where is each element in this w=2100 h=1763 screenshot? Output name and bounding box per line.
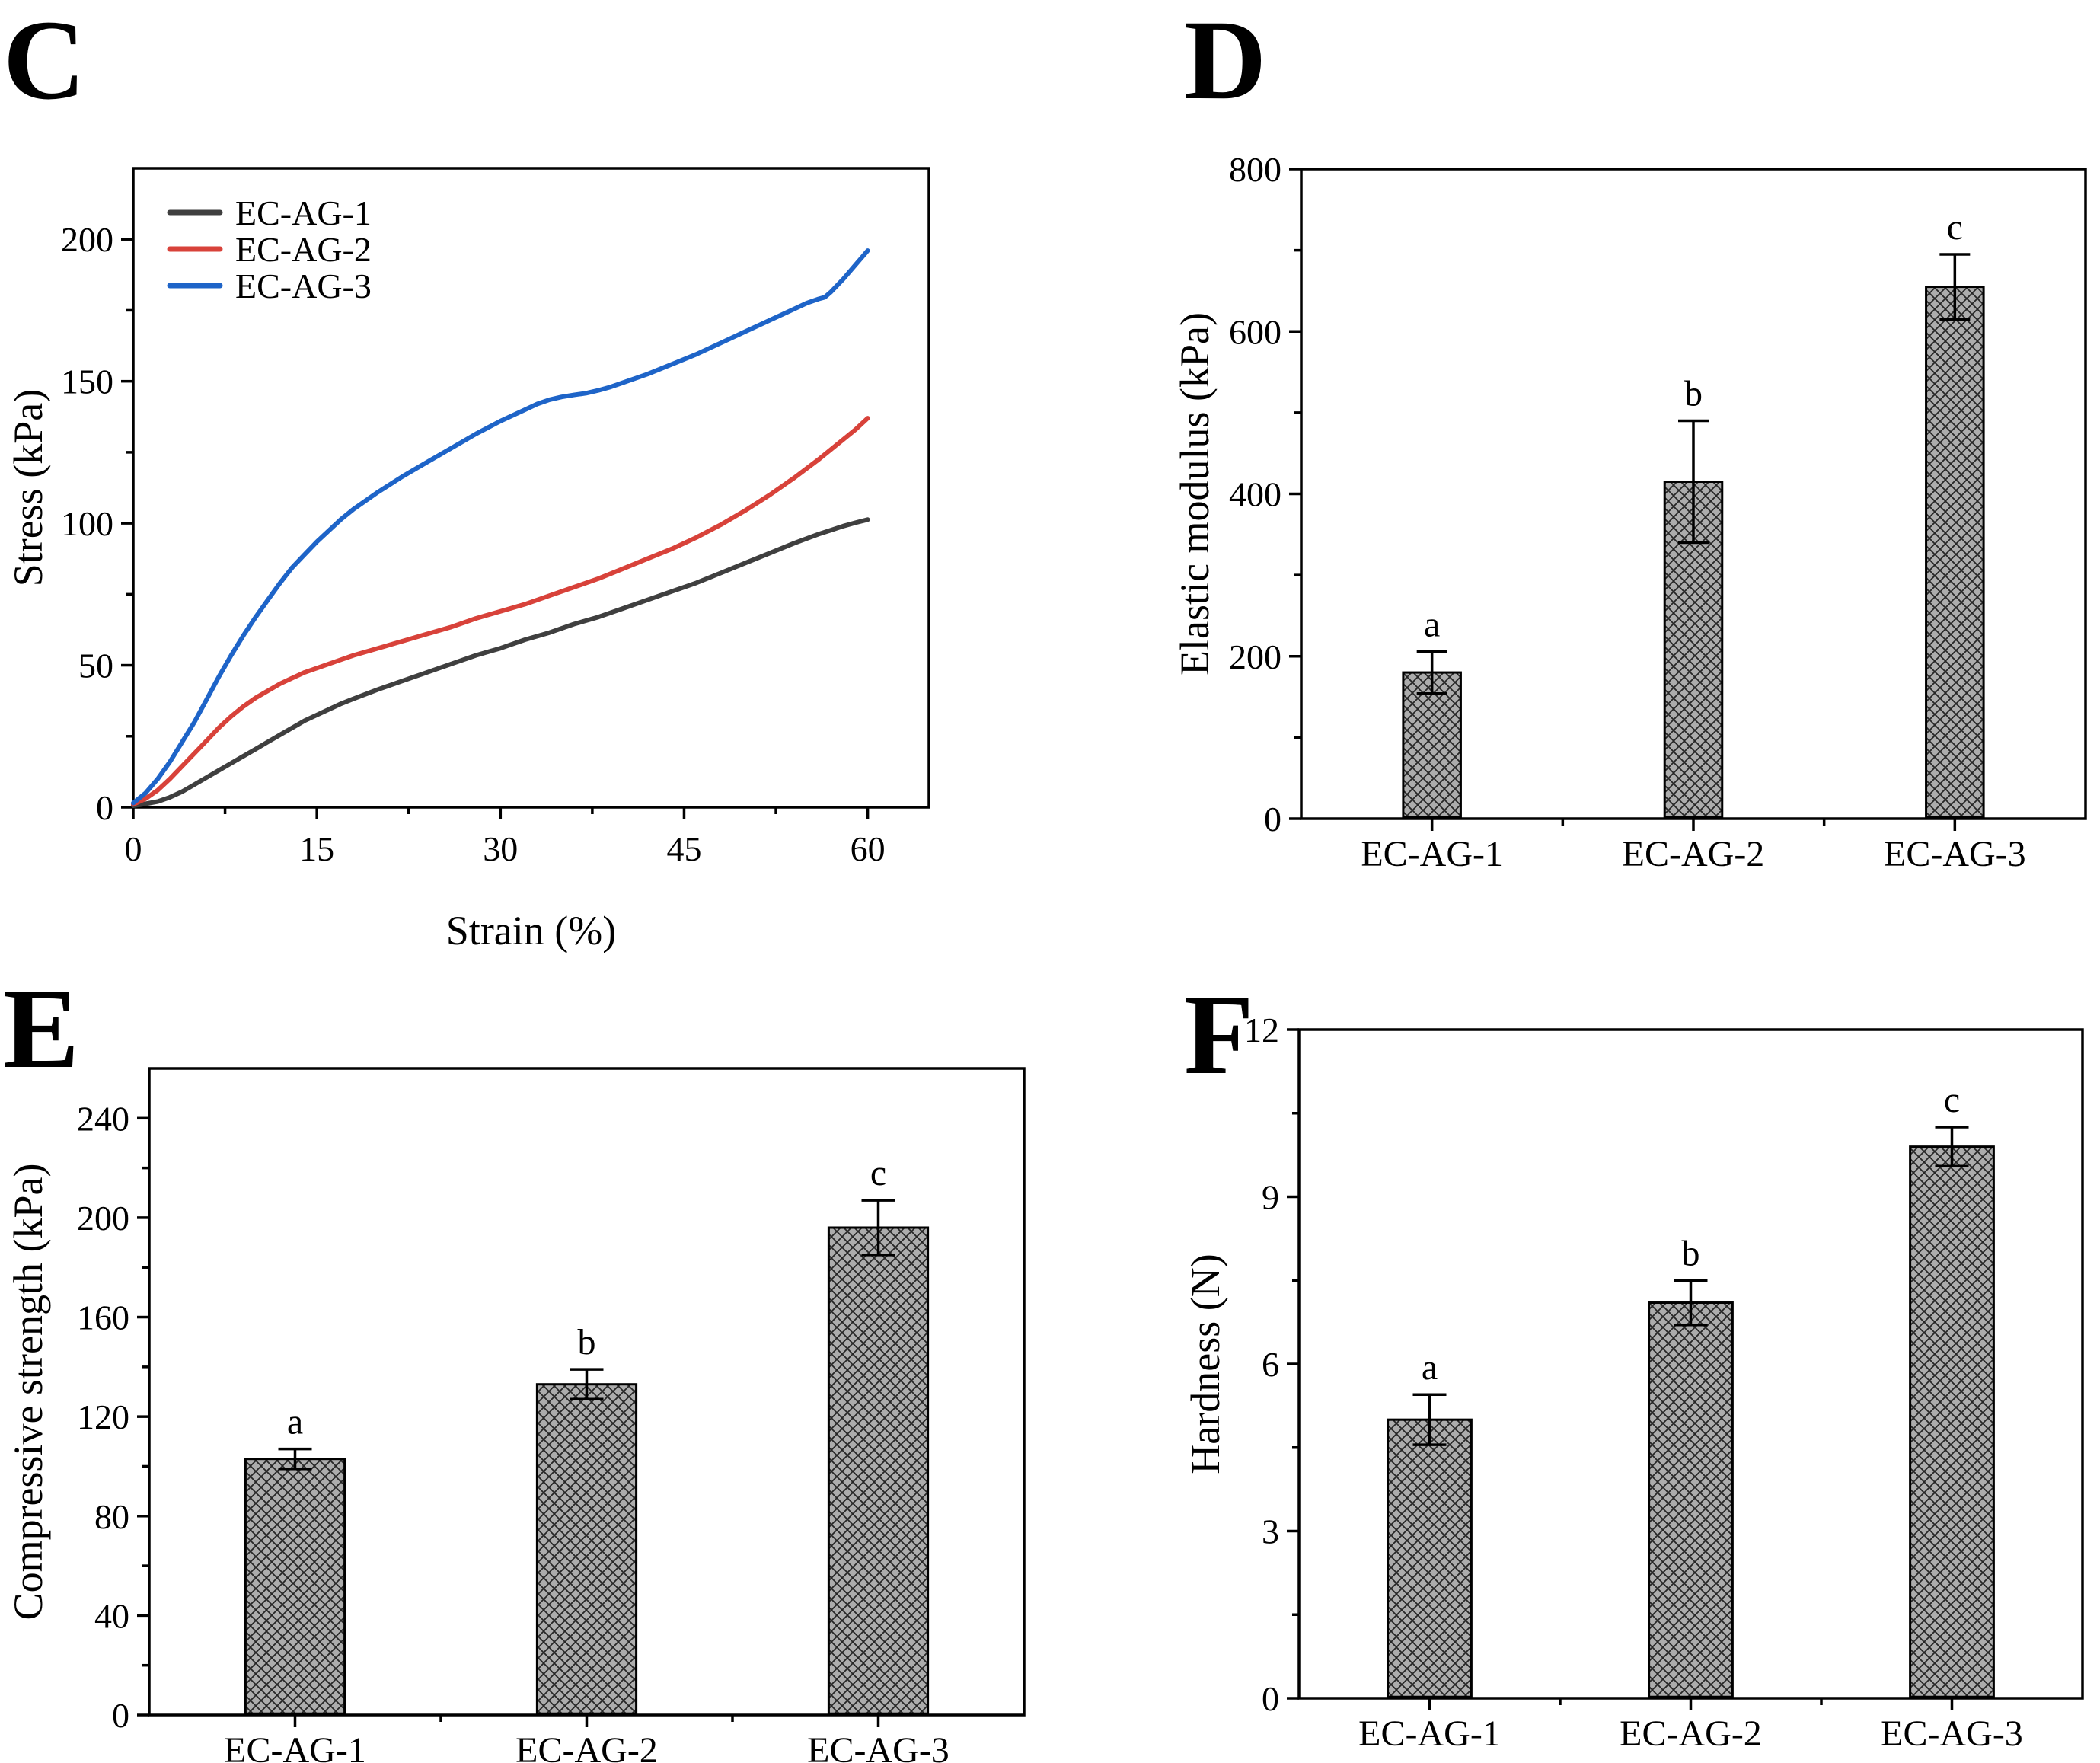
chart-D: 0 200 400 600 800 Elastic modulus (kPa) EC-AG-… xyxy=(1172,150,2087,874)
x-category-label: EC-AG-2 xyxy=(1623,834,1765,874)
chart-C: 0 50 100 150 200 Stress (kPa) 0 15 30 45 60 Strain … xyxy=(5,167,930,953)
x-tick-label: 45 xyxy=(666,829,701,868)
x-tick-label: 15 xyxy=(299,829,334,868)
x-category-label: EC-AG-2 xyxy=(1620,1713,1762,1754)
y-tick-label: 160 xyxy=(77,1298,129,1337)
bar-EC-AG-1 xyxy=(1402,671,1462,819)
bar-EC-AG-1 xyxy=(1387,1418,1473,1698)
y-tick-label: 80 xyxy=(94,1497,129,1536)
x-tick-label: 30 xyxy=(483,829,518,868)
y-tick-label: 400 xyxy=(1229,475,1281,514)
y-tick-label: 6 xyxy=(1262,1345,1279,1384)
x-tick-label: 0 xyxy=(125,829,142,868)
panel-stress-strain: C 0 50 100 150 200 Stress (kPa) 0 15 30 45 60 Strai… xyxy=(0,0,1050,960)
plot-frame xyxy=(132,167,930,809)
y-tick-label: 0 xyxy=(96,788,113,827)
x-tick-label: 60 xyxy=(851,829,886,868)
y-tick-label: 40 xyxy=(94,1596,129,1635)
y-tick-label: 120 xyxy=(77,1397,129,1436)
significance-letter: b xyxy=(1684,374,1703,414)
y-tick-label: 3 xyxy=(1262,1512,1279,1551)
panel-label-D: D xyxy=(1184,0,1267,123)
y-tick-label: 200 xyxy=(77,1199,129,1238)
bar-EC-AG-3 xyxy=(1925,286,1985,819)
x-category-label: EC-AG-3 xyxy=(1881,1713,2023,1754)
significance-letter: c xyxy=(1947,207,1963,248)
legend-label: EC-AG-2 xyxy=(235,230,372,269)
y-tick-label: 0 xyxy=(1262,1679,1279,1718)
bar-EC-AG-2 xyxy=(1648,1301,1734,1698)
significance-letter: a xyxy=(1424,604,1440,644)
y-tick-label: 0 xyxy=(1264,800,1281,838)
y-tick-label: 100 xyxy=(61,504,113,543)
panel-label-E: E xyxy=(3,966,80,1092)
panel-label-C: C xyxy=(3,0,86,123)
y-tick-label: 0 xyxy=(112,1696,129,1735)
y-tick-label: 9 xyxy=(1262,1178,1279,1217)
bar-EC-AG-3 xyxy=(1909,1145,1995,1698)
significance-letter: a xyxy=(1422,1347,1438,1388)
bar-EC-AG-2 xyxy=(535,1383,638,1715)
significance-letter: b xyxy=(578,1322,596,1362)
bar-EC-AG-1 xyxy=(244,1458,346,1715)
x-category-label: EC-AG-1 xyxy=(224,1730,366,1763)
panel-label-F: F xyxy=(1184,972,1254,1098)
y-axis-title: Elastic modulus (kPa) xyxy=(1172,312,1218,675)
series-line-EC-AG-1 xyxy=(131,517,870,809)
x-category-label: EC-AG-2 xyxy=(515,1730,658,1763)
y-axis-title: Stress (kPa) xyxy=(5,389,51,586)
x-axis-title: Strain (%) xyxy=(446,908,616,953)
chart-F: 0 3 6 9 12 Hardness (N) EC-AG-1 a EC-AG-2 b EC-AG-… xyxy=(1182,1011,2084,1754)
y-tick-label: 240 xyxy=(77,1099,129,1138)
y-tick-label: 12 xyxy=(1244,1011,1279,1049)
panel-elastic-modulus: D 0 200 400 600 800 Elastic modulus (kPa) EC-A… xyxy=(1050,0,2100,960)
y-tick-label: 50 xyxy=(78,647,113,685)
panel-compressive-strength: E 0 40 80 120 160 200 240 Compressive strength … xyxy=(0,960,1050,1763)
x-category-label: EC-AG-1 xyxy=(1361,834,1503,874)
y-axis-title: Hardness (N) xyxy=(1182,1254,1228,1474)
legend-label: EC-AG-1 xyxy=(235,193,372,232)
y-tick-label: 150 xyxy=(61,363,113,401)
significance-letter: c xyxy=(1944,1080,1960,1120)
y-axis-title: Compressive strength (kPa) xyxy=(5,1164,51,1621)
series-line-EC-AG-3 xyxy=(131,248,870,806)
significance-letter: b xyxy=(1682,1233,1700,1273)
y-tick-label: 200 xyxy=(1229,637,1281,676)
bar-EC-AG-3 xyxy=(827,1226,930,1715)
panel-hardness: F 0 3 6 9 12 Hardness (N) EC-AG-1 a EC-AG-2 b EC-A… xyxy=(1050,960,2100,1763)
legend-label: EC-AG-3 xyxy=(235,267,372,305)
x-category-label: EC-AG-3 xyxy=(1884,834,2026,874)
y-tick-label: 200 xyxy=(61,220,113,259)
x-category-label: EC-AG-3 xyxy=(807,1730,949,1763)
chart-E: 0 40 80 120 160 200 240 Compressive strength (k… xyxy=(5,1067,1026,1763)
y-tick-label: 800 xyxy=(1229,150,1281,189)
significance-letter: a xyxy=(287,1402,303,1442)
series-line-EC-AG-2 xyxy=(131,416,870,807)
significance-letter: c xyxy=(870,1153,886,1193)
y-tick-label: 600 xyxy=(1229,312,1281,351)
x-category-label: EC-AG-1 xyxy=(1358,1713,1501,1754)
